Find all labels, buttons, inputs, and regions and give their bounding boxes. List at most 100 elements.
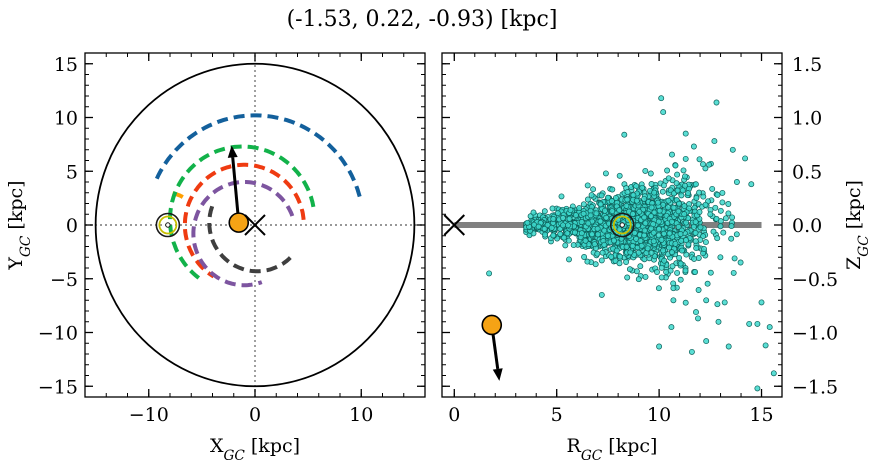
cluster-point [700,193,707,200]
cluster-point [578,230,585,237]
cluster-point [617,253,623,260]
cluster-point [601,227,608,234]
cluster-point [601,241,608,248]
cluster-point [658,95,665,102]
cluster-point [637,238,644,244]
cluster-point [668,324,675,331]
cluster-point [541,225,548,232]
rz-plot-area [443,95,777,392]
xy-y-tick-label: 0 [66,215,78,237]
cluster-point [717,254,724,261]
cluster-point [594,250,601,257]
cluster-point [692,229,699,236]
cluster-point [641,232,648,239]
cluster-point [664,167,671,174]
rz-y-tick-label: 0.5 [792,161,822,183]
cluster-point [626,266,633,273]
cluster-point [674,269,681,276]
cluster-point [682,182,688,189]
cluster-point [656,207,663,214]
cluster-point [535,223,542,230]
cluster-point [711,138,718,145]
cluster-point [754,320,761,327]
cluster-point [696,189,703,196]
cluster-point [610,237,617,244]
cluster-point [719,189,726,196]
rz-x-tick-label: 5 [551,404,563,426]
cluster-point [707,211,714,218]
cluster-point [571,229,578,236]
cluster-point [641,195,648,202]
rz-galactic-center-marker-stroke-b [443,214,465,236]
cluster-point [612,195,619,201]
cluster-point [729,146,736,153]
cluster-point [701,246,707,252]
cluster-point [695,255,702,261]
cluster-point [557,231,564,237]
xy-y-tick-label: 15 [54,54,78,76]
cluster-point [681,211,688,218]
cluster-point [688,348,695,355]
cluster-point [714,191,721,198]
cluster-point [616,172,623,179]
cluster-point [655,218,662,225]
cluster-point [721,299,728,306]
rz-y-tick-label: −1.5 [792,376,838,398]
cluster-point [692,238,699,245]
cluster-point [644,245,651,252]
cluster-point [766,324,773,331]
cluster-point [564,230,571,237]
cluster-point [669,249,675,256]
xy-x-tick-label: 0 [249,404,261,426]
rz-x-tick-label: 15 [749,404,773,426]
cluster-point [690,223,697,230]
cluster-point [584,196,591,203]
cluster-point [566,256,572,263]
cluster-point [659,188,666,195]
cluster-point [616,226,623,233]
cluster-point [728,223,735,230]
cluster-point [635,276,642,283]
cluster-point [554,210,561,217]
cluster-point [680,167,687,174]
cluster-point [691,255,698,262]
cluster-point [605,194,611,201]
cluster-point [524,219,531,226]
cluster-point [597,218,604,225]
cluster-point [598,192,605,199]
cluster-point [660,230,667,237]
cluster-point [762,342,769,349]
cluster-point [604,232,611,239]
cluster-point [590,186,597,193]
cluster-point [678,237,685,244]
cluster-point [709,185,716,192]
cluster-point [572,212,579,219]
cluster-point [660,109,667,116]
cluster-point [730,269,737,276]
cluster-point [696,209,703,215]
cluster-point [565,237,572,244]
cluster-point [541,208,548,215]
rz-y-tick-label: 0.0 [792,215,822,237]
cluster-point [742,155,749,162]
xy-y-axis-label: YGC [kpc] [5,180,34,270]
cluster-point [601,207,608,214]
cluster-point [642,220,649,227]
cluster-point [609,186,616,193]
cluster-point [665,197,672,204]
spiral-arm-4 [182,162,306,279]
xy-y-tick-label: 10 [54,108,78,130]
cluster-point [581,254,588,260]
cluster-point [584,258,591,265]
panel-xy-plane: −10 0 10 −15 −10 −5 0 5 10 15 XGC [kpc] YGC [kpc] [5,52,426,464]
cluster-point [679,187,686,194]
rz-ticks: 0 5 10 15 −1.5 −1.0 −0.5 0.0 0.5 1.0 1.5 [442,52,838,426]
cluster-point [530,209,537,216]
xy-object-marker [228,212,250,233]
cluster-point [648,204,655,211]
cluster-point [675,208,682,215]
rz-sun-dot [619,222,625,228]
cluster-point [623,259,630,265]
cluster-point [603,214,610,221]
